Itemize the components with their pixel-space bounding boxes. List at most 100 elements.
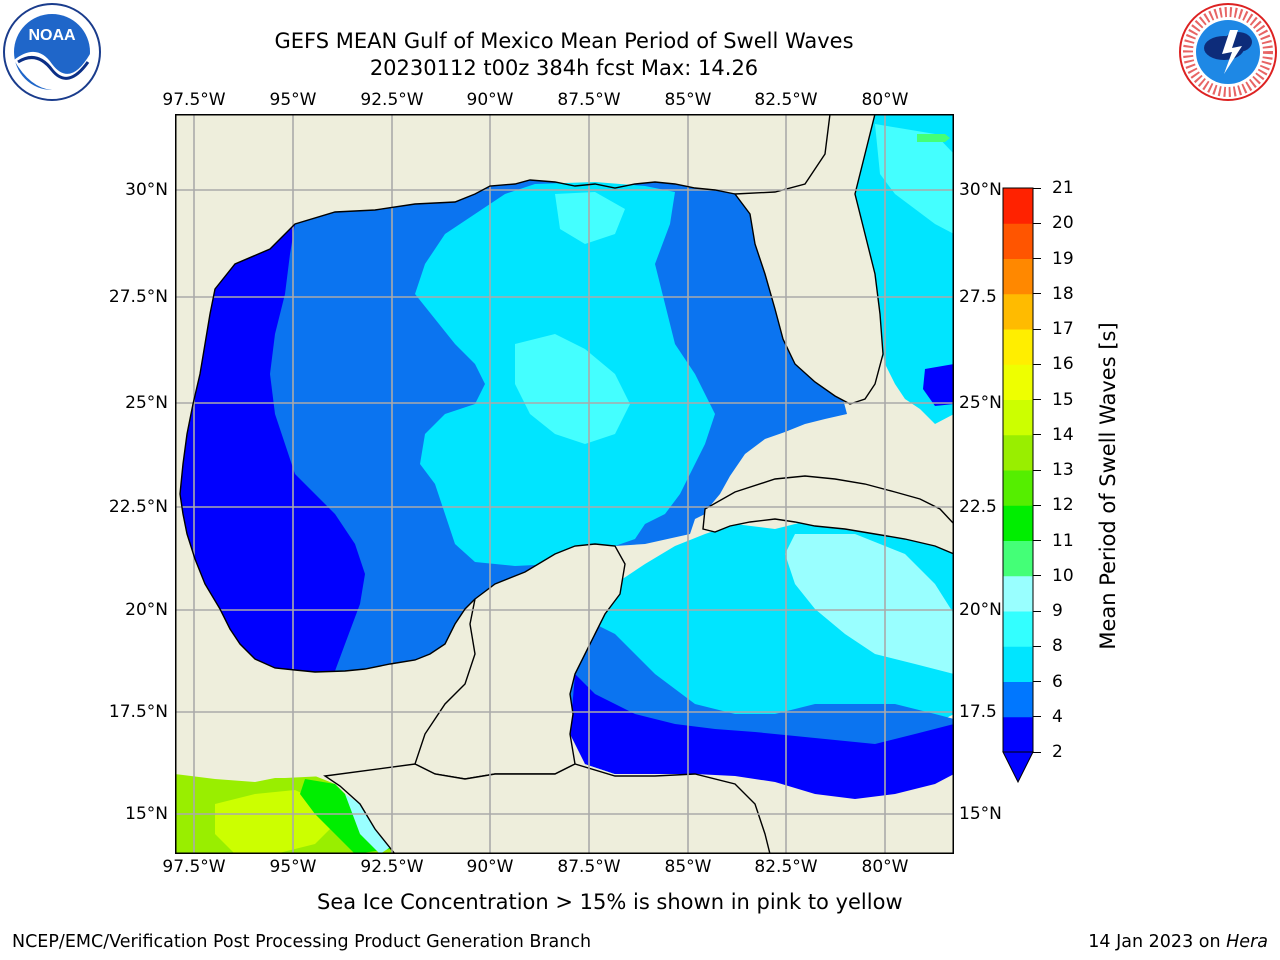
lon-label-bottom: 82.5°W	[754, 857, 818, 877]
gulf-coastline	[209, 179, 736, 315]
colorbar-tick-mark	[1033, 645, 1041, 647]
lat-label-left: 22.5°N	[108, 497, 168, 517]
colorbar-tick-label: 14	[1052, 424, 1074, 445]
lat-label-left: 17.5°N	[108, 702, 168, 722]
central-america	[323, 763, 771, 854]
footer-host: Hera	[1226, 932, 1268, 952]
caribbean-light	[785, 534, 954, 674]
lat-label-right: 22.5	[959, 497, 997, 517]
pacific-land-top	[175, 769, 325, 778]
atlantic-green-patch	[917, 134, 950, 142]
colorbar-tick-label: 16	[1052, 354, 1074, 375]
florida	[733, 114, 884, 405]
colorbar-tick-mark	[1033, 187, 1041, 189]
gulf-of-mexico-map	[175, 114, 954, 854]
lat-label-right: 25°N	[959, 393, 1002, 413]
lon-label-top: 97.5°W	[162, 90, 226, 110]
colorbar-tick-mark	[1033, 469, 1041, 471]
noaa-logo: NOAA	[3, 3, 101, 101]
colorbar-tick-mark	[1033, 222, 1041, 224]
colorbar-block	[1003, 293, 1033, 330]
gulf-coastline-west	[179, 313, 476, 673]
colorbar	[1002, 187, 1034, 784]
footer-date-text: 14 Jan 2023 on	[1088, 932, 1227, 952]
colorbar-block	[1003, 399, 1033, 436]
lon-label-top: 80°W	[861, 90, 909, 110]
atlantic-light	[875, 124, 954, 234]
colorbar-block	[1003, 505, 1033, 541]
caribbean-dark	[570, 674, 954, 799]
colorbar-tick-mark	[1033, 328, 1041, 330]
lon-label-bottom: 87.5°W	[557, 857, 621, 877]
colorbar-block	[1003, 681, 1033, 718]
colorbar-tick-mark	[1033, 610, 1041, 612]
lon-label-top: 85°W	[664, 90, 712, 110]
colorbar-tick-label: 15	[1052, 389, 1074, 410]
lon-label-top: 82.5°W	[754, 90, 818, 110]
pacific-yellow	[215, 790, 335, 854]
colorbar-label-wrap: Mean Period of Swell Waves [s]	[1082, 322, 1134, 649]
colorbar-tick-label: 10	[1052, 565, 1074, 586]
colorbar-block	[1003, 611, 1033, 647]
sea-ice-note: Sea Ice Concentration > 15% is shown in …	[317, 890, 903, 914]
colorbar-block	[1003, 716, 1033, 753]
colorbar-tick-mark	[1033, 716, 1041, 718]
lon-label-bottom: 92.5°W	[360, 857, 424, 877]
cuba	[702, 475, 954, 555]
colorbar-tick-mark	[1033, 434, 1041, 436]
colorbar-tick-label: 11	[1052, 530, 1074, 551]
lat-label-right: 30°N	[959, 180, 1002, 200]
colorbar-tick-label: 20	[1052, 213, 1074, 234]
lon-label-bottom: 95°W	[269, 857, 317, 877]
lon-label-bottom: 85°W	[664, 857, 712, 877]
chart-title: GEFS MEAN Gulf of Mexico Mean Period of …	[274, 29, 854, 53]
lat-label-right: 27.5	[959, 287, 997, 307]
lon-label-top: 92.5°W	[360, 90, 424, 110]
colorbar-tick-label: 8	[1052, 636, 1063, 657]
nws-logo	[1179, 3, 1277, 101]
colorbar-tick-label: 4	[1052, 706, 1063, 727]
colorbar-block	[1003, 646, 1033, 682]
colorbar-block	[1003, 223, 1033, 259]
colorbar-tick-label: 9	[1052, 601, 1063, 621]
colorbar-tick-label: 17	[1052, 319, 1074, 339]
colorbar-tick-mark	[1033, 751, 1041, 753]
lat-label-right: 17.5	[959, 702, 997, 722]
lat-label-left: 15°N	[125, 804, 168, 824]
lon-label-bottom: 97.5°W	[162, 857, 226, 877]
map-frame	[175, 114, 954, 854]
colorbar-label: Mean Period of Swell Waves [s]	[1096, 322, 1120, 650]
lon-label-top: 90°W	[466, 90, 514, 110]
lat-label-left: 20°N	[125, 600, 168, 620]
noaa-wordmark: NOAA	[28, 27, 76, 44]
colorbar-tick-label: 2	[1052, 742, 1063, 762]
colorbar-tick-label: 12	[1052, 495, 1074, 516]
swell-band-dark	[180, 224, 365, 672]
colorbar-tick-label: 13	[1052, 460, 1074, 480]
colorbar-tick-label: 6	[1052, 671, 1063, 692]
atlantic-dark	[923, 364, 954, 406]
lat-label-left: 27.5°N	[108, 287, 168, 307]
lon-label-bottom: 90°W	[466, 857, 514, 877]
colorbar-tick-label: 19	[1052, 248, 1074, 269]
colorbar-tick-label: 21	[1052, 178, 1074, 198]
colorbar-block	[1003, 258, 1033, 295]
colorbar-block	[1003, 188, 1033, 224]
colorbar-block	[1003, 329, 1033, 365]
swell-band-light-cyan	[555, 192, 625, 244]
lon-label-top: 87.5°W	[557, 90, 621, 110]
lat-label-left: 25°N	[125, 393, 168, 413]
colorbar-extend-arrow	[1002, 751, 1034, 784]
colorbar-block	[1003, 364, 1033, 400]
colorbar-tick-label: 18	[1052, 283, 1074, 304]
colorbar-tick-mark	[1033, 504, 1041, 506]
colorbar-tick-mark	[1033, 258, 1041, 259]
colorbar-block	[1003, 470, 1033, 506]
colorbar-tick-mark	[1033, 540, 1041, 541]
lat-label-left: 30°N	[125, 180, 168, 200]
lat-label-right: 15°N	[959, 804, 1002, 824]
colorbar-tick-mark	[1033, 363, 1041, 365]
colorbar-tick-mark	[1033, 293, 1041, 295]
graticule	[175, 114, 954, 854]
colorbar-tick-mark	[1033, 399, 1041, 400]
